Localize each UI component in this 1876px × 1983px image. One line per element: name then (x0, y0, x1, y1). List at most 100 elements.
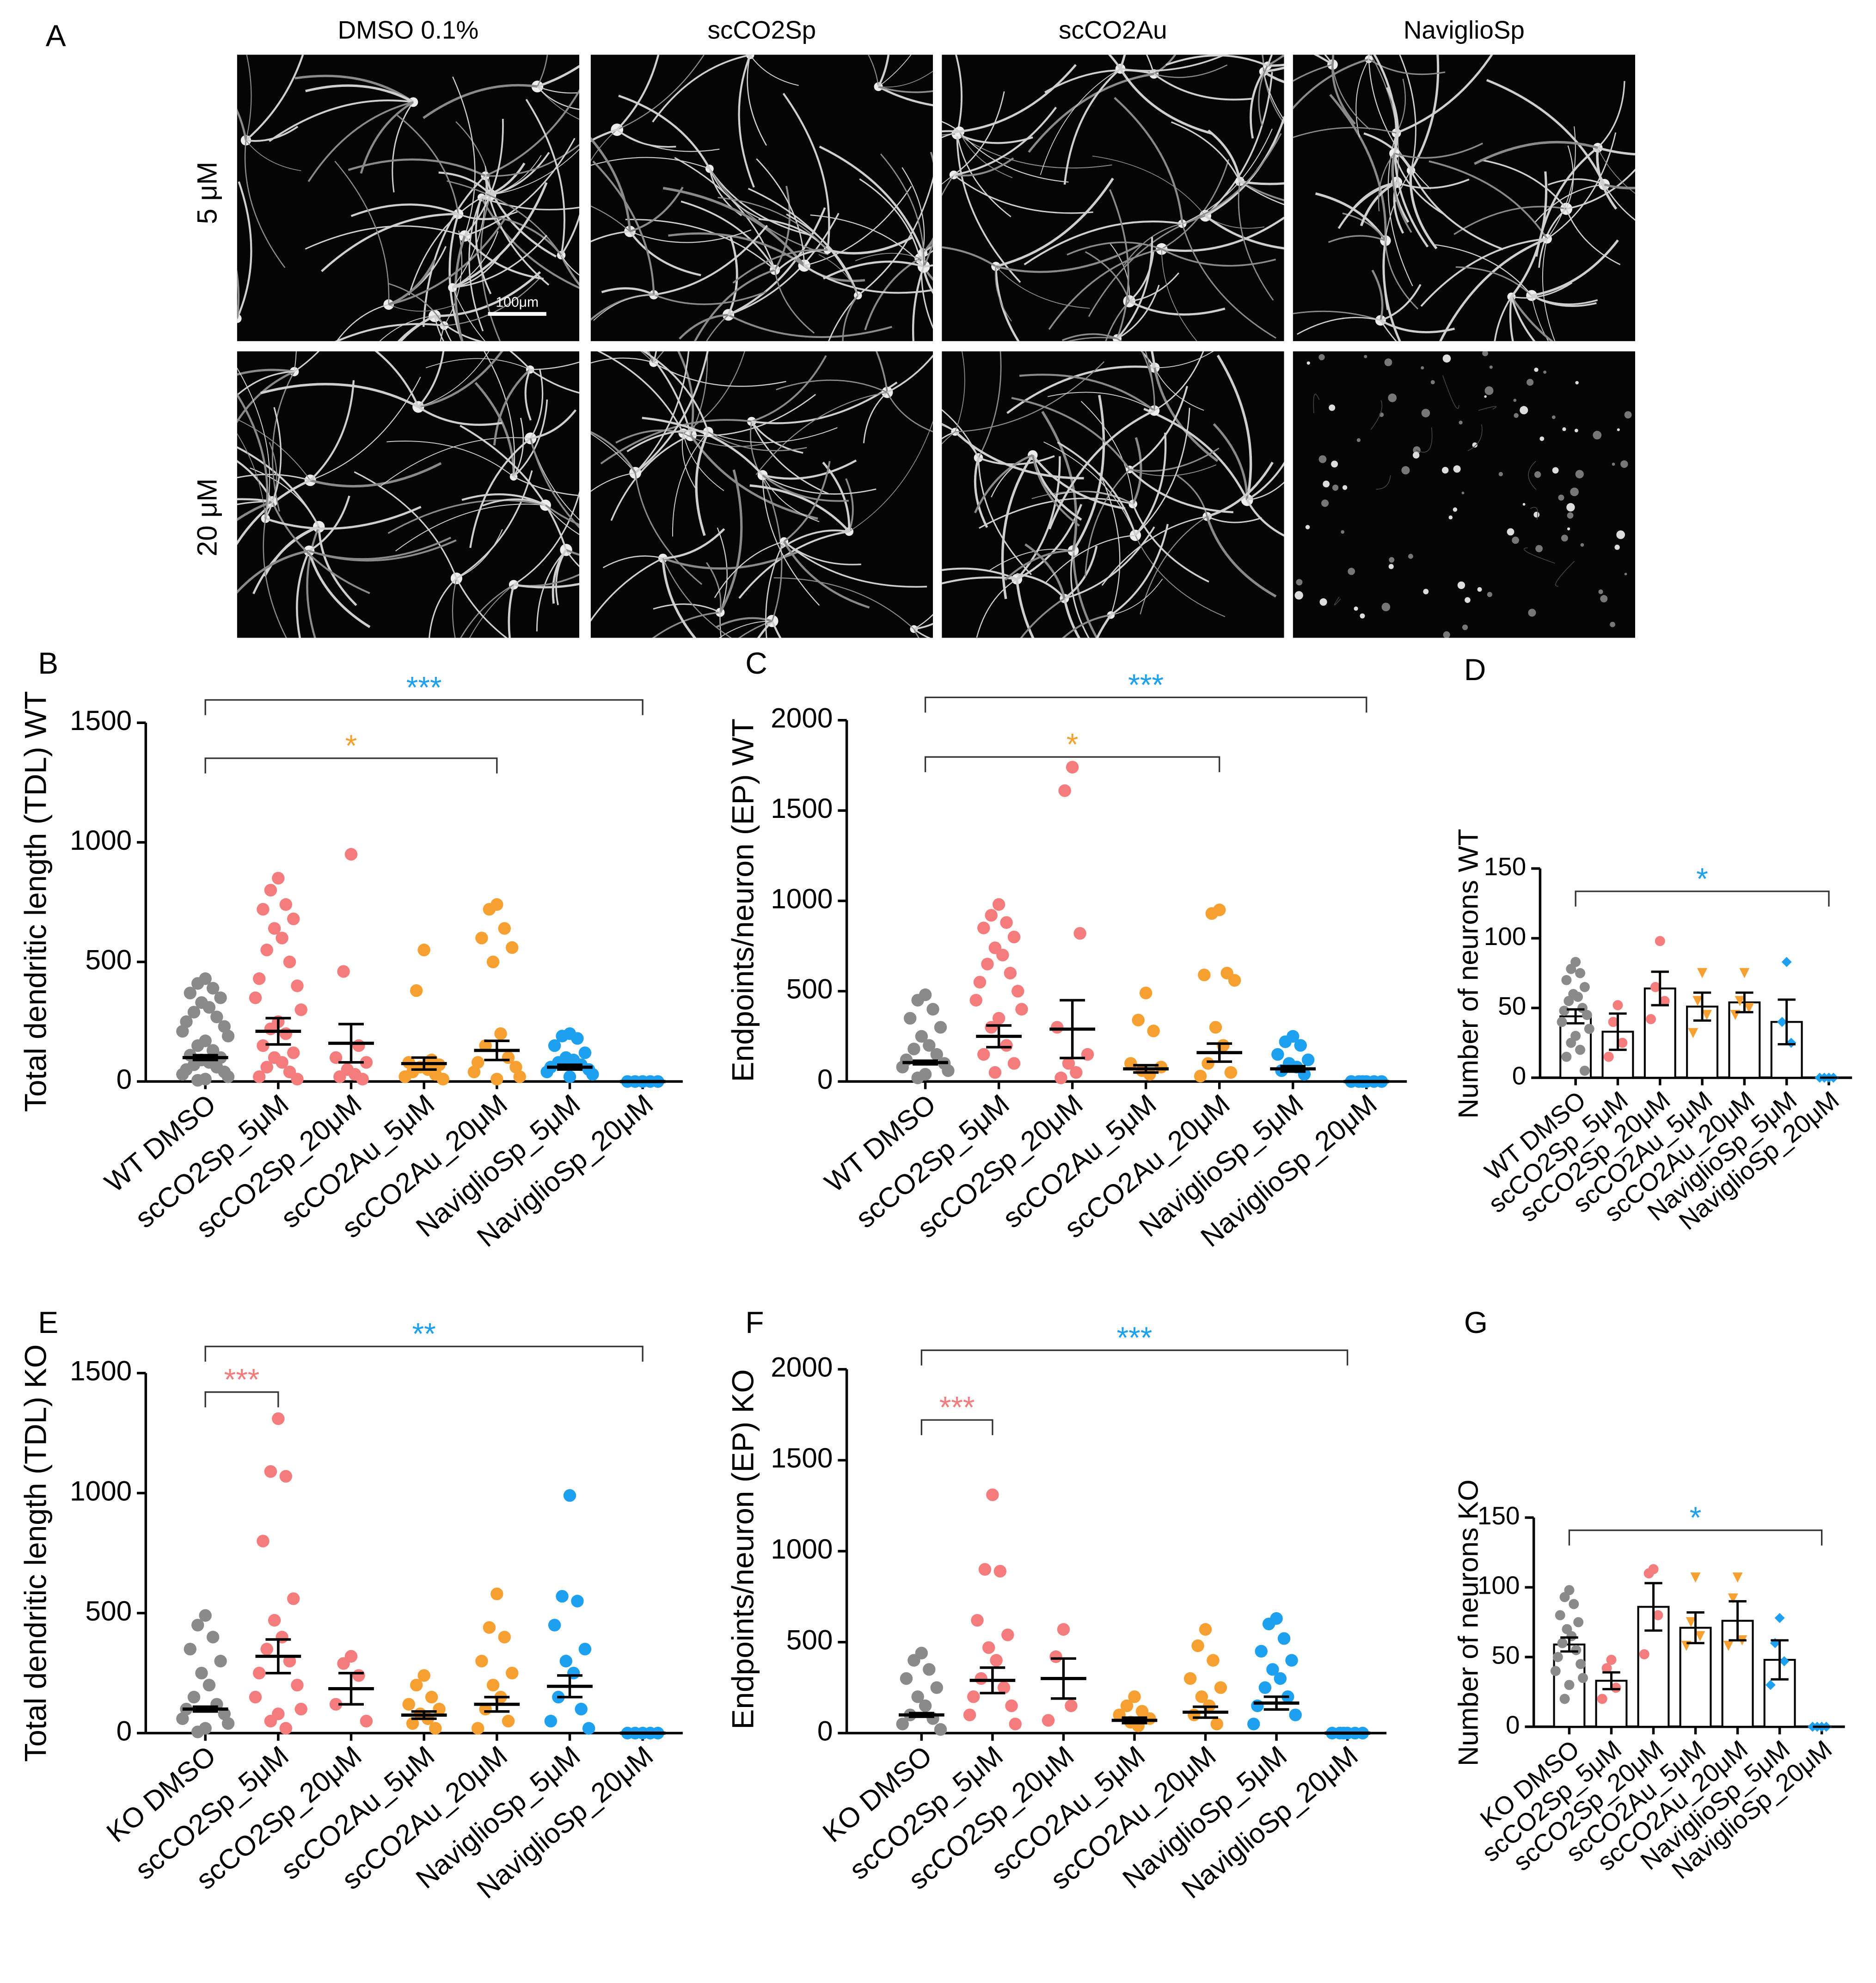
data-point (1688, 1028, 1698, 1038)
neurite (1380, 284, 1422, 321)
neurite (509, 351, 531, 370)
neurite (978, 351, 1002, 458)
panel-label: B (38, 646, 58, 680)
neurite (1129, 448, 1220, 472)
neurite (245, 140, 301, 172)
neurite (1480, 159, 1567, 209)
data-point (218, 1707, 231, 1720)
cell-body (1614, 545, 1620, 550)
neurite (452, 231, 499, 288)
data-point (191, 1074, 204, 1087)
cell-body (1620, 460, 1628, 468)
cell-body (1562, 427, 1566, 431)
data-point (1132, 1013, 1145, 1027)
data-point (1070, 1066, 1083, 1079)
data-point (1120, 1699, 1134, 1713)
neurite (452, 287, 486, 341)
neurite (237, 393, 269, 519)
cell-body (1457, 581, 1465, 589)
neurite (1416, 427, 1433, 453)
data-point (202, 1678, 216, 1692)
neurite (530, 361, 580, 370)
neurite (942, 246, 997, 267)
neurite (1208, 129, 1241, 182)
error-bar (484, 1039, 510, 1062)
neurite (717, 196, 828, 251)
neurite (590, 357, 654, 364)
data-point (990, 1654, 1003, 1667)
data-point (559, 1655, 572, 1668)
neurite (857, 176, 933, 296)
cell-body (1498, 472, 1503, 477)
neurite (1024, 543, 1066, 599)
data-point (1012, 985, 1024, 998)
cell-body (1512, 536, 1519, 544)
cell-body (1296, 579, 1303, 586)
neurite (1165, 55, 1268, 67)
cell-body (1441, 467, 1449, 474)
neurite (1494, 296, 1512, 341)
neurite (1120, 55, 1227, 72)
neurite (484, 351, 515, 477)
neurite (776, 380, 888, 393)
neurite (271, 501, 370, 594)
neurite (1293, 310, 1381, 321)
data-point (903, 1012, 917, 1025)
neurite (1151, 351, 1156, 368)
neurite (397, 115, 459, 215)
data-point (490, 1073, 503, 1086)
neurite (1116, 284, 1160, 339)
error-bar (557, 1063, 582, 1071)
neurite (762, 459, 857, 480)
data-point (1575, 968, 1586, 978)
cell-body (1453, 507, 1458, 512)
data-point (1735, 996, 1745, 1007)
neurite (418, 351, 503, 408)
cell-body (1389, 557, 1395, 563)
micrograph (237, 351, 580, 638)
error-bar (1651, 970, 1669, 1007)
neurite (942, 133, 957, 136)
cell-body (1482, 351, 1489, 356)
neurite (942, 130, 960, 133)
neurite (748, 188, 859, 296)
neurite (616, 55, 660, 131)
data-point (1209, 1021, 1222, 1034)
data-point (356, 1073, 369, 1086)
cell-body (1294, 591, 1303, 600)
row-label: 20 μM (191, 479, 222, 557)
data-point (1559, 1006, 1569, 1016)
data-point (1779, 1656, 1790, 1667)
neurite (336, 304, 389, 341)
data-point (1255, 1645, 1268, 1658)
neurite (783, 540, 927, 588)
data-point (1051, 1021, 1064, 1034)
data-point (1058, 784, 1071, 797)
error-bar (557, 1674, 582, 1699)
data-point (253, 1667, 266, 1680)
data-point (1199, 1623, 1212, 1636)
data-point (1251, 1699, 1264, 1713)
significance-bracket (204, 1345, 644, 1362)
data-point (1147, 1025, 1160, 1038)
data-point (1566, 964, 1576, 974)
neurite (1181, 223, 1276, 339)
error-bar (411, 1056, 437, 1071)
neurite (738, 530, 850, 599)
neurite (1067, 337, 1117, 341)
neurite (1110, 243, 1130, 301)
cell-body (1430, 380, 1435, 385)
neurite (956, 134, 1012, 217)
neurite (782, 92, 830, 250)
neurite (690, 351, 708, 436)
neurite (309, 380, 355, 481)
neurite (1467, 424, 1483, 451)
data-point (926, 1003, 939, 1016)
data-point (291, 1073, 304, 1086)
neurite (942, 174, 955, 196)
neurite (1040, 68, 1121, 175)
neurite (1134, 432, 1167, 536)
neurite (464, 138, 576, 237)
neurite (845, 478, 854, 532)
neurite (513, 491, 580, 586)
